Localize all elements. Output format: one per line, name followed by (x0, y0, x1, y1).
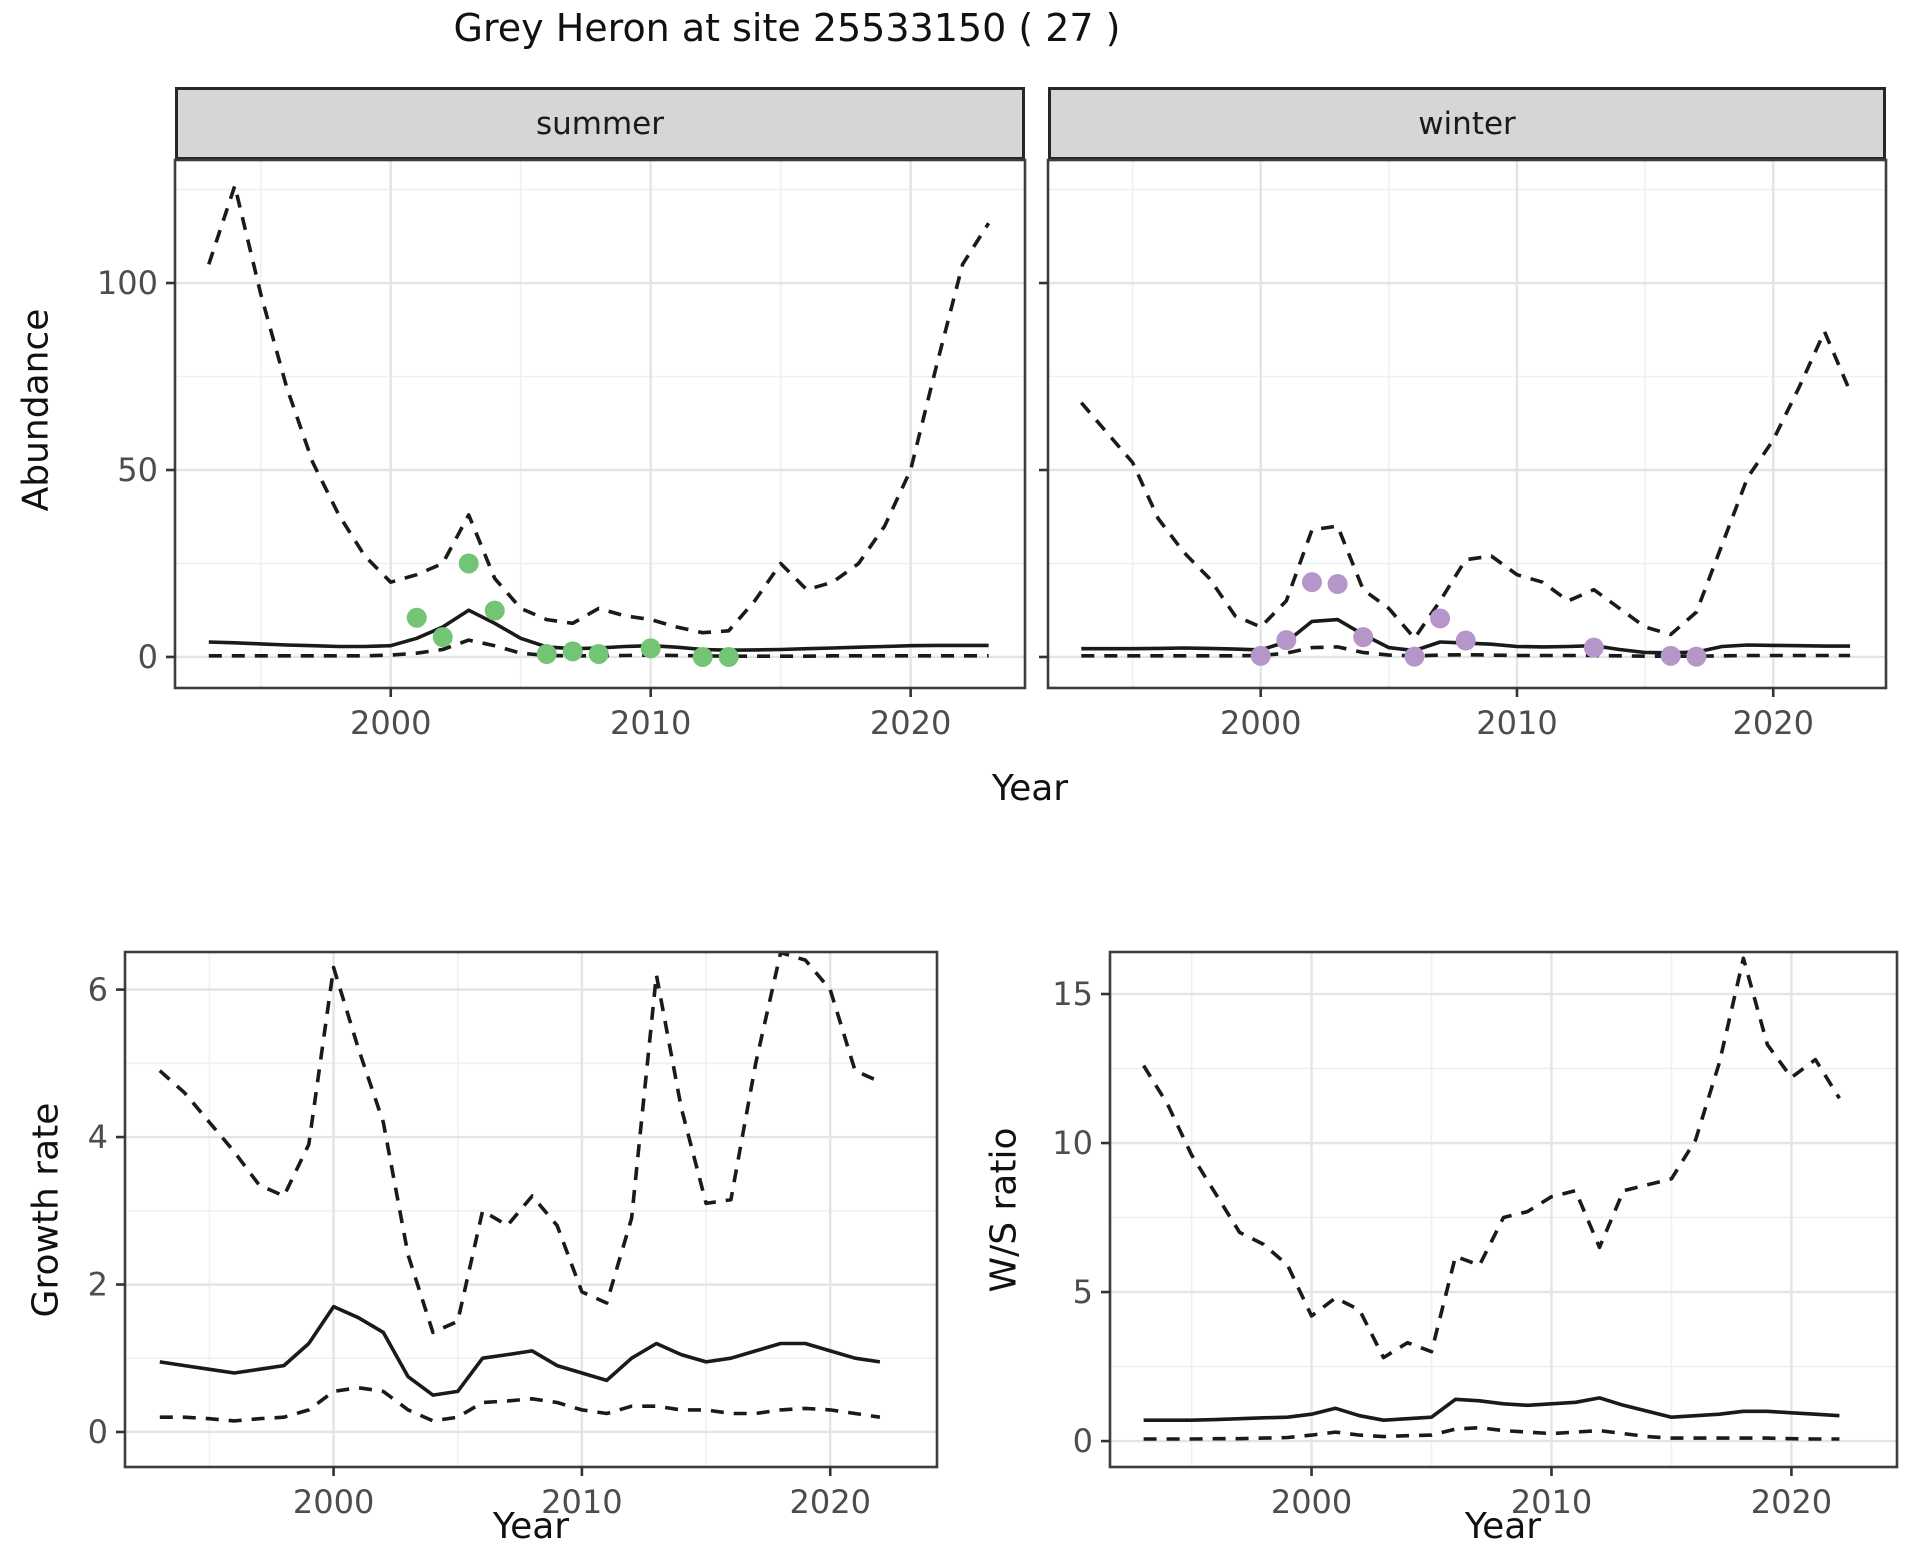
abundance-summer-observed-point (692, 646, 713, 667)
ws-ratio-lower_ci-line (1143, 1425, 1840, 1441)
growth-rate-x-tick-label: 2010 (541, 1483, 622, 1521)
abundance-winter-observed-point (1250, 645, 1271, 666)
growth-rate-x-tick-label: 2000 (293, 1483, 374, 1521)
abundance-summer-observed-point (718, 646, 739, 667)
growth-rate-panel-border (123, 950, 939, 1469)
abundance-winter-minor-gridlines (1048, 160, 1886, 688)
abundance-summer-observed-point (588, 643, 609, 664)
abundance-winter-x-tick-label: 2000 (1220, 704, 1301, 742)
facet-strip-winter-label: winter (1418, 105, 1516, 142)
abundance-summer-observed-point (536, 643, 557, 664)
growth-rate-upper_ci-line (158, 950, 881, 1335)
abundance-summer-y-tick-label: 50 (117, 451, 158, 489)
abundance-summer-observed-point (432, 627, 453, 648)
abundance-summer-axis-ticks: 2000 2010 2020 0 50 100 (97, 264, 951, 742)
abundance-winter-observed-point (1583, 637, 1604, 658)
abundance-winter-observed-point (1404, 646, 1425, 667)
abundance-winter-panel-background (1048, 160, 1886, 688)
ws-ratio-x-tick-label: 2000 (1271, 1483, 1352, 1521)
abundance-winter-panel-border (1046, 158, 1888, 690)
growth-rate-axis-ticks: 2000 2010 2020 0 2 4 6 (88, 971, 871, 1521)
abundance-summer-observed-points (406, 553, 739, 667)
growth-rate-y-tick-label: 0 (88, 1413, 108, 1451)
abundance-summer-x-tick-label: 2020 (870, 704, 951, 742)
abundance-winter-x-tick-label: 2010 (1476, 704, 1557, 742)
abundance-winter-observed-point (1455, 630, 1476, 651)
abundance-summer-observed-point (640, 638, 661, 659)
growth-rate-chart: 2000 2010 2020 0 2 4 6 (88, 950, 939, 1521)
growth-rate-lower_ci-line (159, 1385, 881, 1423)
abundance-winter-observed-points (1250, 572, 1707, 667)
abundance-summer-y-tick-label: 100 (97, 264, 158, 302)
ws-ratio-x-tick-label: 2020 (1751, 1483, 1832, 1521)
figure-title: Grey Heron at site 25533150 ( 27 ) (453, 6, 1121, 50)
abundance-winter-upper_ci-line (1079, 329, 1852, 641)
abundance-axis-title: Abundance (15, 308, 57, 512)
abundance-summer-observed-point (484, 600, 505, 621)
abundance-winter-observed-point (1430, 608, 1451, 629)
growth-rate-y-tick-label: 2 (88, 1266, 108, 1304)
ws-ratio-chart: 2000 2010 2020 0 5 10 15 (1052, 950, 1899, 1521)
ws-ratio-axis-title: W/S ratio (983, 1127, 1025, 1293)
abundance-winter-observed-point (1301, 572, 1322, 593)
growth-rate-minor-gridlines (125, 952, 937, 1467)
facet-strip-winter: winter (1048, 87, 1886, 160)
ws-year-axis-title: Year (1464, 1506, 1542, 1547)
abundance-winter-chart: 2000 2010 2020 (1039, 158, 1888, 742)
ws-ratio-panel-border (1108, 950, 1899, 1469)
ws-ratio-y-tick-label: 0 (1073, 1422, 1093, 1460)
abundance-summer-chart: 2000 2010 2020 0 50 100 (97, 158, 1027, 742)
top-year-axis-title: Year (991, 768, 1069, 809)
abundance-winter-observed-point (1686, 646, 1707, 667)
growth-rate-y-tick-label: 4 (88, 1118, 108, 1156)
growth-rate-median-line (159, 1304, 881, 1397)
abundance-summer-x-tick-label: 2000 (350, 704, 431, 742)
abundance-summer-upper_ci-line (207, 184, 991, 635)
ws-ratio-y-tick-label: 10 (1052, 1124, 1093, 1162)
ws-ratio-panel-background (1110, 952, 1897, 1467)
abundance-winter-axis-ticks: 2000 2010 2020 (1039, 281, 1814, 742)
abundance-summer-observed-point (562, 641, 583, 662)
growth-year-axis-title: Year (492, 1506, 570, 1547)
facet-strip-summer: summer (175, 87, 1025, 160)
abundance-winter-observed-point (1353, 627, 1374, 648)
ws-ratio-median-line (1143, 1396, 1840, 1423)
abundance-winter-observed-point (1327, 574, 1348, 595)
growth-rate-major-gridlines (125, 952, 937, 1467)
ws-ratio-x-tick-label: 2010 (1511, 1483, 1592, 1521)
growth-rate-y-tick-label: 6 (88, 971, 108, 1009)
growth-rate-x-tick-label: 2020 (790, 1483, 871, 1521)
facet-strip-summer-label: summer (535, 105, 664, 142)
abundance-summer-x-tick-label: 2010 (610, 704, 691, 742)
ws-ratio-axis-ticks: 2000 2010 2020 0 5 10 15 (1052, 975, 1832, 1521)
abundance-summer-observed-point (406, 607, 427, 628)
abundance-winter-x-tick-label: 2020 (1733, 704, 1814, 742)
ws-ratio-upper_ci-line (1142, 956, 1841, 1360)
abundance-summer-observed-point (458, 553, 479, 574)
ws-ratio-y-tick-label: 15 (1052, 975, 1093, 1013)
ws-ratio-major-gridlines (1110, 952, 1897, 1467)
ws-ratio-y-tick-label: 5 (1073, 1273, 1093, 1311)
abundance-summer-y-tick-label: 0 (138, 638, 158, 676)
abundance-summer-panel-border (173, 158, 1027, 690)
abundance-summer-panel-background (175, 160, 1025, 688)
growth-rate-panel-background (125, 952, 937, 1467)
abundance-winter-major-gridlines (1048, 160, 1886, 688)
abundance-winter-observed-point (1660, 645, 1681, 666)
abundance-winter-observed-point (1276, 630, 1297, 651)
abundance-summer-minor-gridlines (175, 160, 1025, 688)
